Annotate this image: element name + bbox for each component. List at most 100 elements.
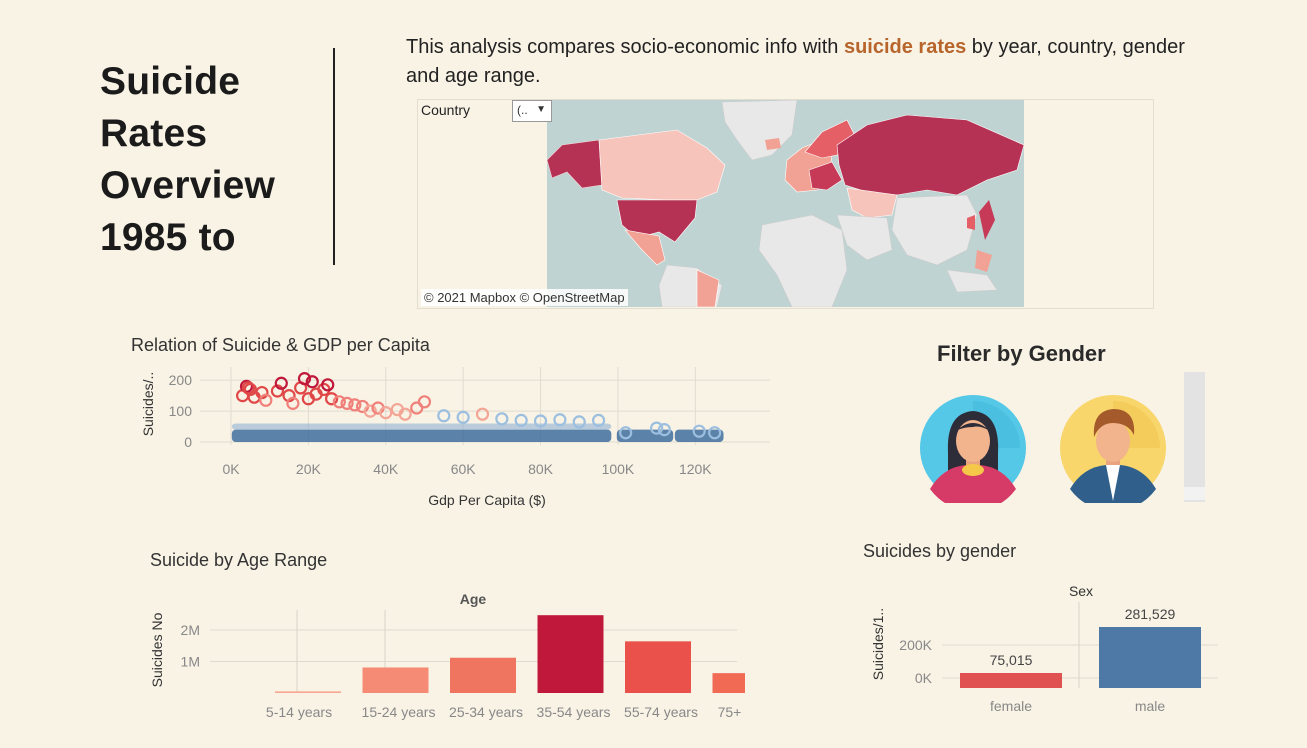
scatter-point <box>619 426 633 440</box>
age-category-label: 75+ years <box>718 704 745 720</box>
world-map[interactable] <box>547 100 1024 307</box>
age-bar[interactable] <box>537 615 604 693</box>
scatter-point <box>692 424 706 438</box>
scatter-point <box>417 395 432 409</box>
japan-shape <box>979 200 995 240</box>
gender-value-label: 75,015 <box>990 652 1033 668</box>
age-bar[interactable] <box>450 657 516 693</box>
filter-scrollbar[interactable] <box>1184 372 1205 502</box>
gender-y-axis-label: Suicides/1.. <box>870 608 886 680</box>
intro-after: by year, country, gender and age range. <box>406 36 1185 87</box>
scatter-x-tick: 120K <box>679 461 712 477</box>
scatter-point <box>379 406 393 420</box>
gender-bar-chart[interactable]: 0K 200K 75,015 female 281,529 male Sex Suicid… <box>862 578 1222 723</box>
scatter-point <box>553 413 567 427</box>
gdp-chart-title: Relation of Suicide & GDP per Capita <box>131 335 430 355</box>
iceland-shape <box>765 138 781 150</box>
age-bar[interactable] <box>625 641 691 693</box>
scatter-point <box>572 415 586 429</box>
gender-x-axis-label: Sex <box>1069 583 1093 599</box>
scatter-point <box>657 423 671 437</box>
philippines-shape <box>975 250 992 272</box>
filter-scrollbar-thumb[interactable] <box>1184 487 1205 500</box>
scatter-density-band <box>231 423 724 442</box>
map-svg <box>547 100 1024 307</box>
age-bar-chart[interactable]: 1M 2M 5-14 years 15-24 years 25-34 years 35-5… <box>145 585 745 730</box>
mexico-shape <box>624 229 666 266</box>
scatter-point <box>533 414 548 428</box>
male-hair-icon <box>1093 409 1135 437</box>
gender-ticks: 0K 200K 75,015 female 281,529 male <box>899 606 1175 714</box>
gdp-scatter-chart[interactable]: 0 100 200 0K 20K 40K 60K 80K 100K 120K Gdp Per Ca… <box>130 362 780 512</box>
scatter-x-tick: 0K <box>222 461 240 477</box>
scatter-point <box>514 413 528 427</box>
kazakhstan-shape <box>846 187 898 219</box>
gender-y-tick: 200K <box>899 637 932 653</box>
scatter-dense-cluster <box>231 429 612 442</box>
female-face-icon <box>956 420 990 462</box>
gender-chart-title: Suicides by gender <box>863 541 1017 561</box>
korea-shape <box>967 215 975 230</box>
scatter-point <box>475 407 490 421</box>
africa-shape <box>758 214 848 307</box>
scatter-point <box>437 409 451 423</box>
age-bar[interactable] <box>275 691 341 693</box>
scatter-y-axis-label: Suicides/.. <box>140 372 156 437</box>
age-bars <box>275 615 745 693</box>
intro-text: This analysis compares socio-economic in… <box>406 33 1206 91</box>
scatter-y-tick: 100 <box>169 403 193 419</box>
age-y-tick: 2M <box>181 622 200 638</box>
gender-bars <box>960 627 1201 688</box>
age-bar[interactable] <box>362 667 429 693</box>
canada-shape <box>598 129 726 201</box>
scatter-point <box>340 396 354 410</box>
scatter-x-axis-label: Gdp Per Capita ($) <box>428 492 546 508</box>
age-category-label: 5-14 years <box>266 704 332 720</box>
gender-category-label: male <box>1135 698 1166 714</box>
title-line: Suicide <box>100 60 241 103</box>
scatter-point <box>332 395 346 409</box>
country-filter-label: Country <box>421 102 471 118</box>
age-category-label: 15-24 years <box>362 704 436 720</box>
intro-highlight: suicide rates <box>843 36 967 58</box>
age-y-tick: 1M <box>181 654 200 670</box>
gender-bar[interactable] <box>960 673 1062 688</box>
scatter-y-tick: 200 <box>169 372 193 388</box>
gender-filter-title: Filter by Gender <box>937 341 1106 366</box>
age-y-axis-label: Suicides No <box>149 612 165 687</box>
scatter-point <box>274 376 288 390</box>
scatter-x-tick: 40K <box>373 461 399 477</box>
map-panel: Country (.. ▼ © 2021 Mapbox © OpenStreet… <box>417 99 1154 309</box>
female-shirt-icon <box>930 465 1016 503</box>
age-category-label: 35-54 years <box>537 704 611 720</box>
age-ticks: 1M 2M 5-14 years 15-24 years 25-34 years 35-5… <box>181 622 745 720</box>
age-chart-title: Suicide by Age Range <box>150 550 328 570</box>
country-dropdown-value: (.. <box>517 103 528 117</box>
female-filter-avatar[interactable] <box>918 393 1028 503</box>
scatter-point <box>325 392 339 406</box>
scatter-x-tick: 60K <box>451 461 477 477</box>
scatter-point <box>708 426 722 440</box>
scatter-dense-cluster <box>231 423 612 430</box>
dashboard-title: Suicide Rates Overview 1985 to <box>100 56 320 264</box>
usa-shape <box>616 199 698 243</box>
scatter-point <box>456 410 470 424</box>
gender-bar[interactable] <box>1099 627 1201 688</box>
age-bar[interactable] <box>712 673 746 693</box>
scatter-point <box>650 421 664 435</box>
map-credit[interactable]: © 2021 Mapbox © OpenStreetMap <box>421 289 628 306</box>
se-asia-shape <box>946 269 998 293</box>
scatter-y-tick: 0 <box>184 434 192 450</box>
country-dropdown[interactable]: (.. ▼ <box>512 100 552 122</box>
scatter-point <box>348 398 362 412</box>
caret-down-icon: ▼ <box>536 104 546 115</box>
scatter-x-tick: 20K <box>296 461 322 477</box>
intro-before: This analysis compares socio-economic in… <box>406 36 844 58</box>
scatter-point <box>259 393 273 407</box>
title-line: Rates <box>100 112 208 155</box>
gender-value-label: 281,529 <box>1125 606 1176 622</box>
male-filter-avatar[interactable] <box>1058 393 1168 503</box>
scatter-point <box>495 412 509 426</box>
china-shape <box>891 194 978 266</box>
brazil-shape <box>696 269 720 307</box>
